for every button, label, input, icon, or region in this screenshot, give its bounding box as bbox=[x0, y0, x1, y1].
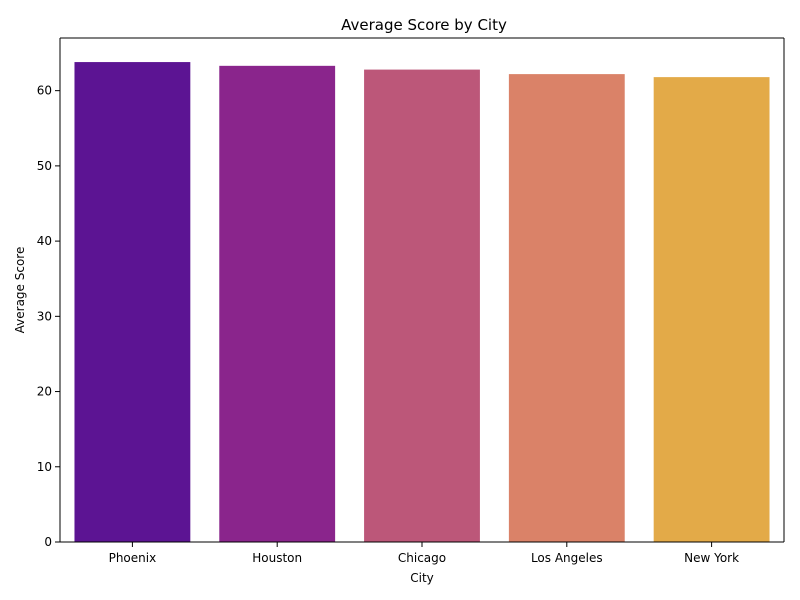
x-axis-ticks: Phoenix Houston Chicago Los Angeles New York bbox=[109, 542, 739, 565]
y-tick-label: 50 bbox=[37, 159, 52, 173]
chart-title: Average Score by City bbox=[341, 16, 507, 34]
x-axis-label: City bbox=[410, 571, 434, 585]
bar-los-angeles bbox=[508, 74, 625, 543]
x-tick-label: Phoenix bbox=[109, 551, 157, 565]
y-tick-label: 30 bbox=[37, 309, 52, 323]
bar-new-york bbox=[653, 77, 770, 543]
bars-group bbox=[74, 62, 770, 543]
bar-chicago bbox=[364, 69, 480, 542]
y-tick-label: 0 bbox=[44, 535, 52, 549]
x-tick-label: Chicago bbox=[398, 551, 446, 565]
y-axis-ticks: 0 10 20 30 40 50 60 bbox=[37, 84, 60, 549]
x-tick-label: New York bbox=[684, 551, 739, 565]
y-tick-label: 10 bbox=[37, 460, 52, 474]
y-tick-label: 60 bbox=[37, 84, 52, 98]
y-axis-label: Average Score bbox=[13, 247, 27, 334]
bar-phoenix bbox=[74, 62, 191, 542]
y-tick-label: 40 bbox=[37, 234, 52, 248]
y-tick-label: 20 bbox=[37, 385, 52, 399]
x-tick-label: Houston bbox=[252, 551, 302, 565]
x-tick-label: Los Angeles bbox=[531, 551, 603, 565]
bar-houston bbox=[219, 65, 336, 542]
